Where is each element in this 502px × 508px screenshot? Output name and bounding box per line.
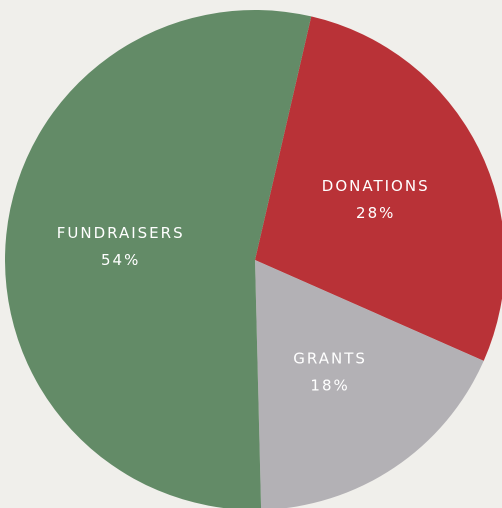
slice-label: FUNDRAISERS (57, 224, 185, 242)
slice-value: 28% (356, 204, 395, 222)
slice-value: 18% (310, 377, 349, 395)
pie-slice (255, 260, 484, 508)
pie-slice (5, 10, 312, 508)
slice-value: 54% (101, 251, 140, 269)
slice-label: GRANTS (293, 350, 367, 368)
pie-slice (255, 16, 502, 361)
slice-label: DONATIONS (322, 177, 430, 195)
